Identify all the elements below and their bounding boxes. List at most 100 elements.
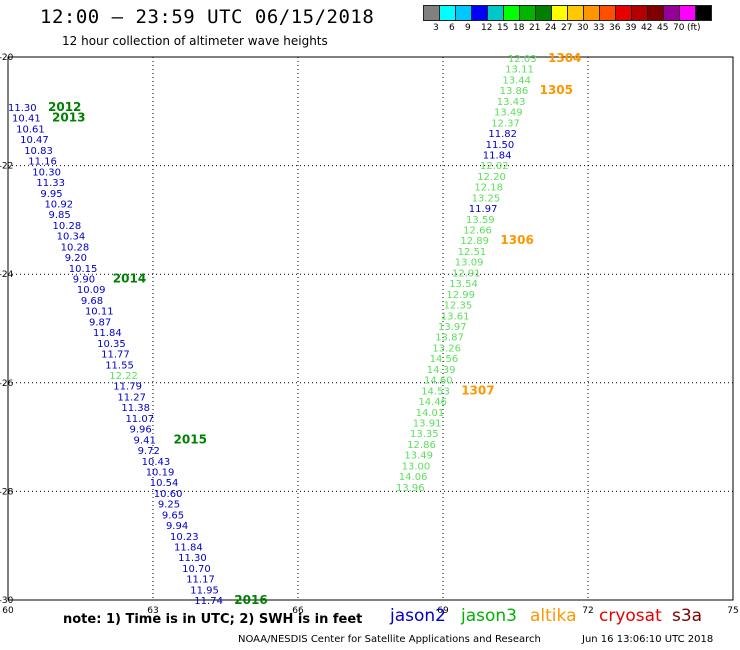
swh-observation: 10.28 <box>53 221 82 232</box>
swh-observation: 10.19 <box>146 467 175 478</box>
swh-observation: 13.91 <box>413 418 442 429</box>
color-scale-label: 3 <box>433 23 439 33</box>
swh-observation: 9.95 <box>40 189 62 200</box>
swh-observation: 14.56 <box>430 354 459 365</box>
swh-observation: 11.27 <box>117 392 146 403</box>
swh-observation: 13.86 <box>500 86 529 97</box>
swh-observation: 11.17 <box>186 575 215 586</box>
swh-observation: 10.23 <box>170 532 199 543</box>
swh-observation: 13.87 <box>435 333 464 344</box>
swh-observation: 11.97 <box>469 204 498 215</box>
color-scale-label: 24 <box>545 23 557 33</box>
swh-observation: 13.49 <box>494 108 523 119</box>
color-scale-label: 36 <box>609 23 621 33</box>
map-frame <box>7 56 734 601</box>
swh-observation: 12.35 <box>444 301 473 312</box>
swh-observation: 11.33 <box>36 178 65 189</box>
pass-time-label: 2012 <box>48 100 81 114</box>
swh-observation: 11.30 <box>178 553 207 564</box>
swh-observation: 10.30 <box>32 167 61 178</box>
swh-observation: 13.09 <box>455 258 484 269</box>
swh-observation: 14.06 <box>399 472 428 483</box>
pass-time-label: 1307 <box>461 383 494 397</box>
swh-observation: 12.02 <box>480 161 509 172</box>
latitude-tick-label: -28 <box>0 487 14 497</box>
color-scale-label: 15 <box>497 23 509 33</box>
swh-observation: 11.77 <box>101 350 130 361</box>
pass-time-label: 1304 <box>548 51 581 65</box>
pass-time-label: 2015 <box>174 432 207 446</box>
longitude-tick-label: 63 <box>147 606 158 616</box>
swh-observation: 12.51 <box>458 247 487 258</box>
swh-observation: 10.09 <box>77 285 106 296</box>
swh-observation: 13.96 <box>396 483 425 494</box>
pass-time-label: 2014 <box>113 272 146 286</box>
latitude-tick-label: -26 <box>0 379 14 389</box>
swh-observation: 14.46 <box>418 397 447 408</box>
satellite-legend-jason2: jason2 <box>390 606 446 626</box>
color-swatch <box>584 5 600 21</box>
longitude-tick-label: 66 <box>292 606 304 616</box>
swh-observation: 9.68 <box>81 296 103 307</box>
color-swatch <box>472 5 488 21</box>
pass-time-label: 1305 <box>540 83 573 97</box>
color-swatch <box>632 5 648 21</box>
swh-observation: 10.34 <box>57 232 86 243</box>
satellite-legend-jason3: jason3 <box>461 606 517 626</box>
color-scale-label: 42 <box>641 23 653 33</box>
swh-observation: 11.30 <box>8 103 37 114</box>
swh-observation: 10.61 <box>16 124 45 135</box>
color-swatch <box>568 5 584 21</box>
swh-observation: 11.55 <box>105 360 134 371</box>
map-title: 12:00 – 23:59 UTC 06/15/2018 <box>40 6 375 28</box>
swh-observation: 12.86 <box>407 440 436 451</box>
latitude-tick-label: -24 <box>0 270 14 280</box>
color-scale-label: 30 <box>577 23 589 33</box>
swh-observation: 11.74 <box>194 596 223 607</box>
swh-observation: 9.25 <box>158 500 180 511</box>
swh-observation: 10.28 <box>61 242 90 253</box>
color-swatch <box>600 5 616 21</box>
swh-observation: 11.82 <box>488 129 517 140</box>
color-swatch <box>536 5 552 21</box>
color-scale-label: (ft) <box>687 23 701 33</box>
swh-observation: 13.44 <box>502 75 531 86</box>
swh-observation: 9.96 <box>130 425 152 436</box>
swh-observation: 9.65 <box>162 510 184 521</box>
swh-observation: 10.41 <box>12 114 41 125</box>
latitude-tick-label: -22 <box>0 162 13 172</box>
swh-observation: 13.00 <box>402 461 431 472</box>
satellite-legend-cryosat: cryosat <box>599 606 662 626</box>
swh-observation: 11.38 <box>121 403 150 414</box>
map-subtitle: 12 hour collection of altimeter wave hei… <box>62 34 328 48</box>
generated-timestamp: Jun 16 13:06:10 UTC 2018 <box>582 634 714 645</box>
swh-observation: 14.39 <box>427 365 456 376</box>
color-swatch <box>488 5 504 21</box>
pass-time-label: 1306 <box>500 233 533 247</box>
swh-observation: 12.89 <box>460 236 489 247</box>
swh-observation: 10.15 <box>69 264 98 275</box>
color-swatch <box>520 5 536 21</box>
satellite-legend-s3a: s3a <box>672 606 703 626</box>
swh-observation: 10.11 <box>85 307 114 318</box>
swh-observation: 10.54 <box>150 478 179 489</box>
color-scale <box>423 5 712 21</box>
swh-observation: 13.11 <box>505 65 534 76</box>
color-swatch <box>440 5 456 21</box>
color-scale-label: 39 <box>625 23 637 33</box>
swh-observation: 10.60 <box>154 489 183 500</box>
swh-observation: 14.01 <box>416 408 445 419</box>
longitude-tick-label: 72 <box>582 606 593 616</box>
color-swatch <box>504 5 520 21</box>
swh-observation: 13.43 <box>497 97 526 108</box>
color-swatch <box>552 5 568 21</box>
swh-observation: 10.70 <box>182 564 211 575</box>
color-swatch <box>664 5 680 21</box>
swh-observation: 10.47 <box>20 135 49 146</box>
swh-observation: 11.84 <box>93 328 122 339</box>
swh-observation: 12.18 <box>474 183 503 194</box>
swh-observation: 13.97 <box>438 322 467 333</box>
swh-observation: 10.92 <box>44 199 73 210</box>
color-swatch <box>680 5 696 21</box>
swh-observation: 11.84 <box>483 150 512 161</box>
